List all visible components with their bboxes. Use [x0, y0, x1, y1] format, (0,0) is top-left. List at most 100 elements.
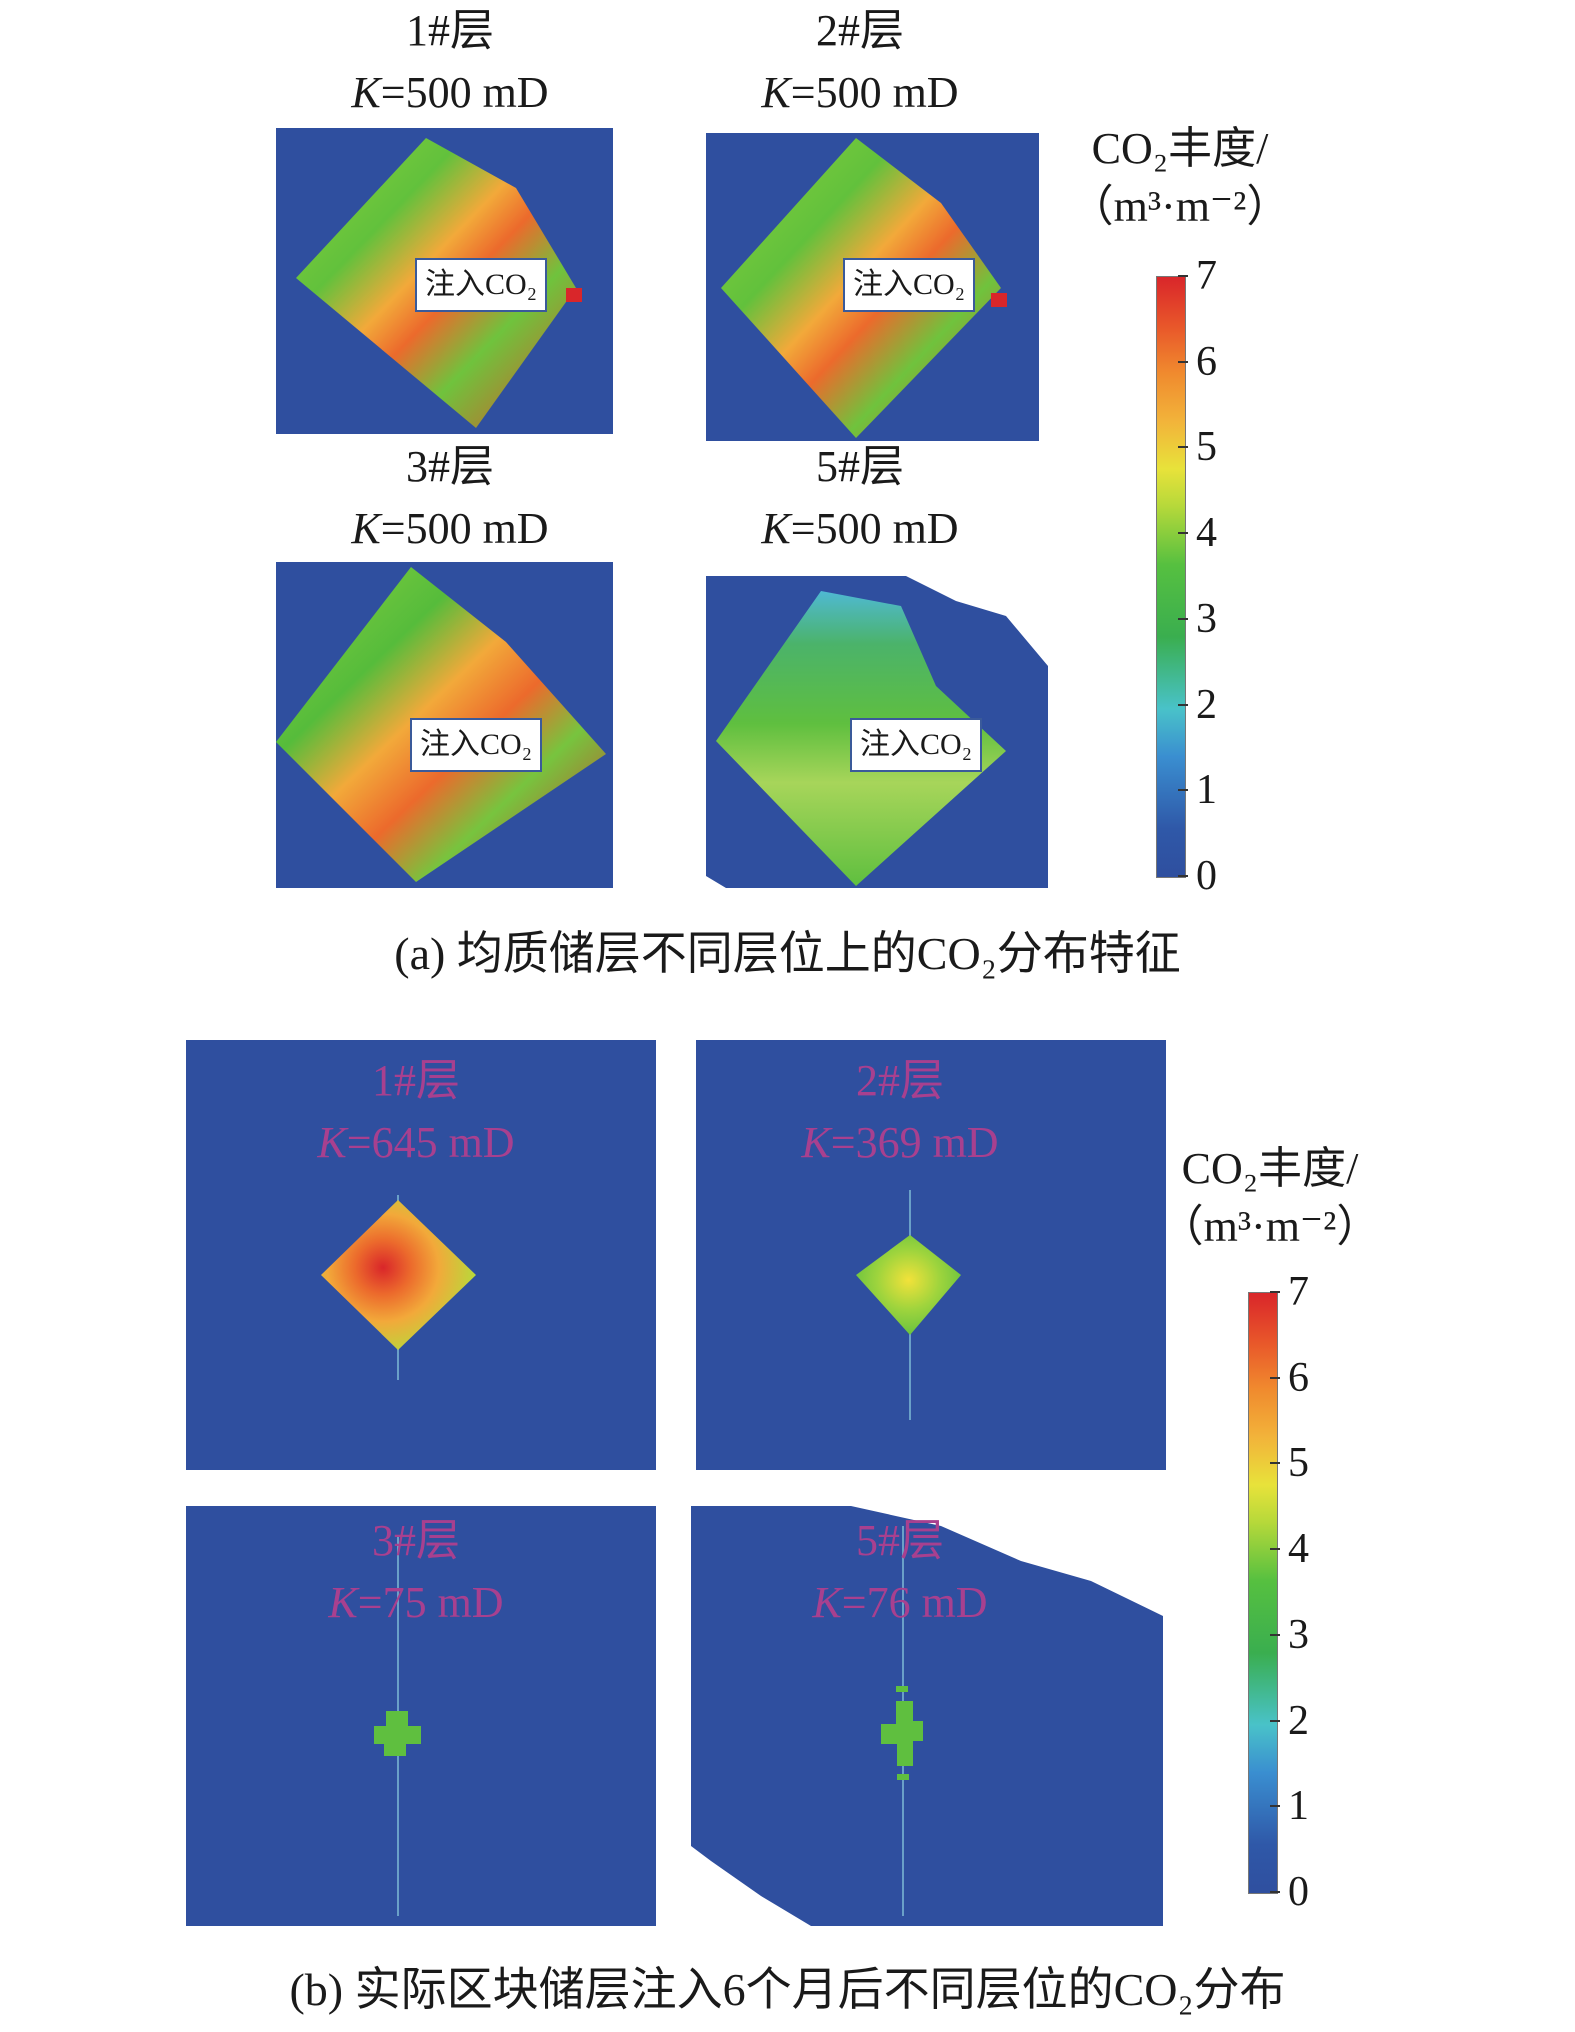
panel-b4-perm: K=76 mD [780, 1572, 1020, 1634]
panel-a3-title: 3#层 K=500 mD [330, 436, 570, 560]
panel-b1-perm-k: K [317, 1118, 347, 1167]
colorbar-a-tick-mark-4 [1178, 532, 1188, 535]
panel-a2-perm-k: K [761, 68, 791, 117]
panel-a3-injection-label: 注入CO₂ [410, 718, 543, 772]
panel-a1-hotspot [566, 288, 582, 302]
colorbar-b-tick-label-4: 4 [1288, 1526, 1309, 1573]
panel-a2-perm: K=500 mD [740, 62, 980, 124]
panel-b4-map [691, 1506, 1163, 1926]
panel-a4-perm-value: =500 mD [790, 504, 959, 553]
panel-b3-layer: 3#层 [372, 1516, 460, 1565]
panel-b4-title: 5#层 K=76 mD [780, 1510, 1020, 1634]
colorbar-b-tick-mark-1 [1270, 1805, 1280, 1808]
panel-b2-perm-k: K [801, 1118, 831, 1167]
caption-b: (b) 实际区块储层注入6个月后不同层位的CO₂分布 [289, 1964, 1286, 2015]
panel-b4-plume-fragment-top [896, 1686, 908, 1692]
panel-b1-perm-value: =645 mD [346, 1118, 515, 1167]
colorbar-b [1248, 1292, 1278, 1894]
panel-b2-perm-value: =369 mD [830, 1118, 999, 1167]
colorbar-a-tick-label-1: 1 [1196, 767, 1217, 814]
colorbar-a [1156, 276, 1186, 878]
colorbar-b-tick-mark-7 [1270, 1291, 1280, 1293]
colorbar-a-tick-label-6: 6 [1196, 338, 1217, 385]
colorbar-a-tick-mark-0 [1178, 875, 1188, 877]
panel-b1-title: 1#层 K=645 mD [296, 1050, 536, 1174]
colorbar-b-tick-mark-0 [1270, 1891, 1280, 1893]
colorbar-b-tick-label-2: 2 [1288, 1697, 1309, 1744]
colorbar-b-tick-label-6: 6 [1288, 1354, 1309, 1401]
colorbar-b-tick-label-0: 0 [1288, 1869, 1309, 1915]
colorbar-a-tick-mark-3 [1178, 617, 1188, 620]
panel-a1-injection-label: 注入CO₂ [415, 258, 548, 312]
panel-b3-perm-value: =75 mD [357, 1578, 504, 1627]
colorbar-a-tick-label-7: 7 [1196, 253, 1217, 299]
panel-b4-layer: 5#层 [856, 1516, 944, 1565]
panel-a4-title: 5#层 K=500 mD [740, 436, 980, 560]
colorbar-b-label-line1: CO₂丰度/ [1181, 1144, 1359, 1193]
colorbar-a-tick-label-2: 2 [1196, 681, 1217, 728]
panel-b4-plume-fragment-bottom [897, 1774, 909, 1780]
caption-a: (a) 均质储层不同层位上的CO₂分布特征 [394, 928, 1181, 979]
colorbar-b-tick-mark-5 [1270, 1462, 1280, 1465]
panel-b4-perm-k: K [812, 1578, 842, 1627]
panel-a3-perm-k: K [351, 504, 381, 553]
colorbar-b-tick-label-5: 5 [1288, 1440, 1309, 1487]
panel-a3-layer: 3#层 [406, 442, 494, 491]
colorbar-b-label-line2: （m³·m⁻²） [1159, 1202, 1381, 1251]
panel-b4-background [691, 1506, 1163, 1926]
panel-b3-map [186, 1506, 656, 1926]
panel-a1-perm-value: =500 mD [380, 68, 549, 117]
panel-b3-perm-k: K [328, 1578, 358, 1627]
panel-b3-title: 3#层 K=75 mD [296, 1510, 536, 1634]
panel-a4-perm-k: K [761, 504, 791, 553]
panel-a4-layer: 5#层 [816, 442, 904, 491]
panel-a1-perm-k: K [351, 68, 381, 117]
panel-a3-perm-value: =500 mD [380, 504, 549, 553]
panel-a2-perm-value: =500 mD [790, 68, 959, 117]
panel-b2-plume [856, 1235, 961, 1335]
panel-b2-perm: K=369 mD [780, 1112, 1020, 1174]
colorbar-b-label: CO₂丰度/ （m³·m⁻²） [1150, 1140, 1390, 1256]
colorbar-a-tick-mark-6 [1178, 360, 1188, 363]
colorbar-b-tick-mark-3 [1270, 1633, 1280, 1636]
colorbar-a-tick-mark-7 [1178, 275, 1188, 277]
panel-b1-plume [321, 1200, 476, 1350]
panel-a4-injection-label: 注入CO₂ [850, 718, 983, 772]
colorbar-a-tick-mark-1 [1178, 789, 1188, 792]
colorbar-b-tick-label-3: 3 [1288, 1611, 1309, 1658]
panel-b2-title: 2#层 K=369 mD [780, 1050, 1020, 1174]
panel-b1-layer: 1#层 [372, 1056, 460, 1105]
panel-a2-layer: 2#层 [816, 6, 904, 55]
panel-b3-perm: K=75 mD [296, 1572, 536, 1634]
panel-b3-plume [374, 1711, 421, 1756]
colorbar-b-tick-label-1: 1 [1288, 1783, 1309, 1830]
panel-b1-perm: K=645 mD [296, 1112, 536, 1174]
panel-b4-plume [881, 1701, 923, 1766]
panel-b1-map [186, 1040, 656, 1470]
colorbar-b-tick-label-7: 7 [1288, 1269, 1309, 1315]
colorbar-a-tick-mark-5 [1178, 446, 1188, 449]
colorbar-b-tick-mark-4 [1270, 1548, 1280, 1551]
colorbar-a-label-line1: CO₂丰度/ [1091, 124, 1269, 173]
colorbar-a-tick-label-0: 0 [1196, 853, 1217, 899]
panel-a1-perm: K=500 mD [330, 62, 570, 124]
panel-a4-perm: K=500 mD [740, 498, 980, 560]
panel-b3-background [186, 1506, 656, 1926]
colorbar-a-tick-label-5: 5 [1196, 424, 1217, 471]
panel-a1-layer: 1#层 [406, 6, 494, 55]
colorbar-a-tick-label-3: 3 [1196, 595, 1217, 642]
colorbar-a-tick-mark-2 [1178, 703, 1188, 706]
panel-a1-title: 1#层 K=500 mD [330, 0, 570, 124]
panel-a2-injection-label: 注入CO₂ [843, 258, 976, 312]
colorbar-a-tick-label-4: 4 [1196, 510, 1217, 557]
panel-a2-hotspot [991, 293, 1007, 307]
colorbar-a-label: CO₂丰度/ （m³·m⁻²） [1060, 120, 1300, 236]
panel-b2-layer: 2#层 [856, 1056, 944, 1105]
panel-a3-perm: K=500 mD [330, 498, 570, 560]
colorbar-a-label-line2: （m³·m⁻²） [1069, 182, 1291, 231]
colorbar-b-tick-mark-6 [1270, 1376, 1280, 1379]
panel-b2-map [696, 1040, 1166, 1470]
panel-b4-perm-value: =76 mD [841, 1578, 988, 1627]
panel-a2-title: 2#层 K=500 mD [740, 0, 980, 124]
colorbar-b-tick-mark-2 [1270, 1719, 1280, 1722]
